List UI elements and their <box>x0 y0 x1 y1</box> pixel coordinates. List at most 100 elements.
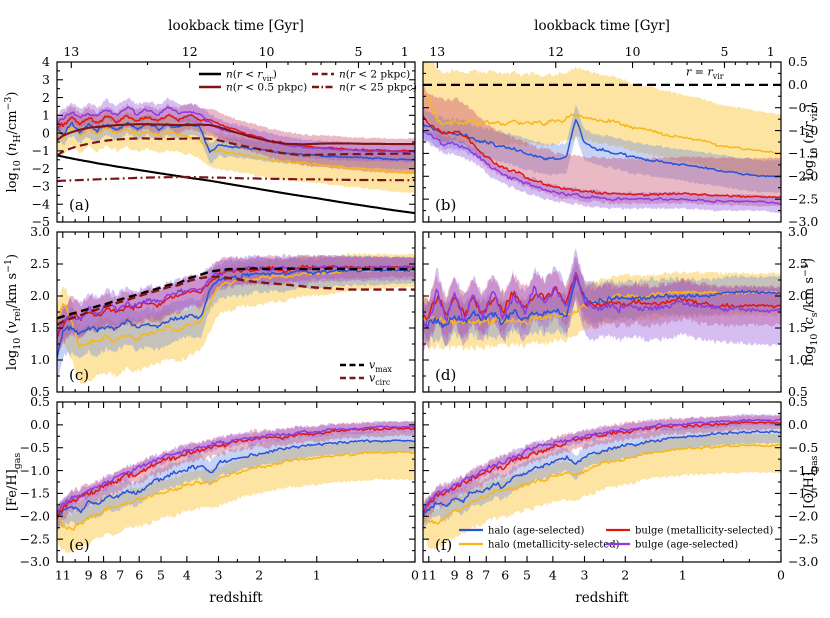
series-halo-metallicity-band <box>57 439 415 554</box>
bottom-axis-tick-label: 11 <box>421 568 437 583</box>
panel-f-plot-area <box>423 413 781 550</box>
panel-a-ytick-label: −2 <box>32 161 50 176</box>
series-bulge-age-line <box>423 418 781 510</box>
legend-label: n(r < 2 pkpc) <box>339 69 410 81</box>
panel-d-ytick-label: 2.0 <box>788 288 808 303</box>
panel-a-ytick-label: 3 <box>42 72 50 87</box>
panel-c-ytick-label: 1.5 <box>30 320 50 335</box>
series-bulge-age-line <box>423 131 781 206</box>
panel-b-ytick-label: 0.5 <box>788 54 808 69</box>
series-halo-age-band <box>57 112 415 170</box>
top-axis-title-right: lookback time [Gyr] <box>534 18 670 34</box>
panel-d-ytick-label: 1.5 <box>788 320 808 335</box>
panel-d-ticks <box>423 231 782 393</box>
bottom-axis-tick-label: 1 <box>679 568 687 583</box>
bottom-axis-tick-label: 8 <box>466 568 474 583</box>
panel-f-ytick-label: −2.5 <box>788 531 818 546</box>
panel-b-ytick-label: −1.0 <box>788 123 818 138</box>
panel-a-ytick-label: −1 <box>32 143 50 158</box>
panel-a-legend: n(r < rvir)n(r < 0.5 pkpc) n(r < 2 pkpc)n… <box>199 69 417 94</box>
bottom-axis-tick-label: 3 <box>581 568 589 583</box>
series-n-r-vir-line <box>57 154 415 215</box>
bottom-axis-tick-label: 1 <box>313 568 321 583</box>
panel-a-ytick-label: 0 <box>42 125 50 140</box>
panel-f-ytick-label: 0.5 <box>788 394 808 409</box>
legend-label: bulge (age-selected) <box>635 540 738 551</box>
top-axis-tick-label: 13 <box>429 44 445 59</box>
series-halo-age-line <box>57 121 415 161</box>
series-v-circ-line <box>57 275 415 326</box>
bottom-axis-tick-label: 4 <box>183 568 191 583</box>
panel-b-ytick-label: −2.0 <box>788 168 818 183</box>
bottom-axis-tick-label: 0 <box>411 568 419 583</box>
panel-b-ytick-label: −1.5 <box>788 146 818 161</box>
bottom-axis-tick-label: 7 <box>116 568 124 583</box>
series-halo-metallicity-band <box>57 252 415 386</box>
series-bulge-metallicity-band <box>423 85 781 207</box>
bottom-axis-tick-label: 5 <box>157 568 165 583</box>
series-halo-metallicity-line <box>423 443 781 525</box>
panel-c-ytick-label: 2.5 <box>30 256 50 271</box>
panel-a-plot-area <box>57 97 415 215</box>
panel-a-letter: (a) <box>69 196 90 214</box>
panel-e-letter: (e) <box>69 536 90 554</box>
panel-d-ytick-label: 2.5 <box>788 256 808 271</box>
series-bulge-age-line <box>57 265 415 334</box>
panel-b-ytick-label: −3.0 <box>788 214 818 229</box>
series-bulge-metallicity-band <box>423 256 781 342</box>
panel-e-ytick-label: −1.5 <box>20 486 50 501</box>
bottom-axis-tick-label: 6 <box>135 568 143 583</box>
panel-a-ytick-label: −4 <box>32 196 50 211</box>
panel-a-ticks <box>57 61 416 223</box>
panel-b-plot-area <box>423 62 781 214</box>
series-bulge-metallicity-line <box>423 272 781 320</box>
series-bulge-metallicity-line <box>57 113 415 153</box>
panel-f-ytick-label: −1.5 <box>788 486 818 501</box>
panel-f-letter: (f) <box>435 536 452 554</box>
panel-b: 0.5 0.0 −0.5 −1.0 −1.5 −2.0 −2.5 −3.0 log10 (r/r… <box>422 54 820 229</box>
legend-label: halo (metallicity-selected) <box>488 540 620 551</box>
panel-b-ytick-label: −2.5 <box>788 191 818 206</box>
series-halo-age-line <box>423 119 781 178</box>
panel-d-y-axis-label: log10 (cs/km s−1) <box>800 258 820 366</box>
panel-b-ytick-label: 0.0 <box>788 77 808 92</box>
bottom-axis-tick-label: 2 <box>621 568 629 583</box>
panel-c-ticks <box>57 231 416 393</box>
top-axis-tick-label: 1 <box>767 44 775 59</box>
panel-a-ytick-label: 1 <box>42 108 50 123</box>
x-axis-label-right: redshift <box>575 590 629 606</box>
panel-e-ytick-label: −2.0 <box>20 508 50 523</box>
bottom-axis-tick-label: 6 <box>501 568 509 583</box>
bottom-axis-tick-label: 0 <box>777 568 785 583</box>
panel-c-ytick-label: 3.0 <box>30 224 50 239</box>
panel-e-ytick-label: −0.5 <box>20 440 50 455</box>
panel-e: 0.5 0.0 −0.5 −1.0 −1.5 −2.0 −2.5 −3.0 [Fe/H]gas (… <box>5 394 416 569</box>
panel-c: 3.0 2.5 2.0 1.5 1.0 0.5 log10 (vrel/km s−1) (c)… <box>3 224 416 399</box>
panel-c-letter: (c) <box>69 366 89 384</box>
top-axis-tick-label: 13 <box>63 44 79 59</box>
panel-e-plot-area <box>57 420 415 554</box>
x-axis-label-left: redshift <box>209 590 263 606</box>
panel-b-ticks <box>423 61 782 223</box>
top-axis-tick-label: 10 <box>625 44 641 59</box>
top-axis-tick-label: 12 <box>182 44 198 59</box>
top-axis-tick-label: 12 <box>548 44 564 59</box>
bottom-axis-tick-label: 9 <box>451 568 459 583</box>
series-n-2-pkpc-line <box>57 137 415 157</box>
legend-label: vcirc <box>369 372 391 387</box>
panel-d: 3.0 2.5 2.0 1.5 1.0 0.5 log10 (cs/km s−1) (d) <box>422 224 820 399</box>
legend-label: halo (age-selected) <box>488 526 584 537</box>
panel-d-letter: (d) <box>435 366 456 384</box>
legend-label: n(r < 0.5 pkpc) <box>226 82 307 94</box>
bottom-axis-tick-label: 7 <box>482 568 490 583</box>
series-halo-age-line <box>423 430 781 518</box>
bottom-axis-tick-label: 9 <box>85 568 93 583</box>
panel-f-legend: halo (age-selected) halo (metallicity-sel… <box>459 526 773 551</box>
panel-f: 0.5 0.0 −0.5 −1.0 −1.5 −2.0 −2.5 −3.0 [O/H]gas (f… <box>422 394 820 569</box>
bottom-axis-tick-label: 3 <box>215 568 223 583</box>
panel-e-ticks <box>57 401 416 563</box>
panel-f-ytick-label: −0.5 <box>788 440 818 455</box>
panel-f-ytick-label: −3.0 <box>788 554 818 569</box>
